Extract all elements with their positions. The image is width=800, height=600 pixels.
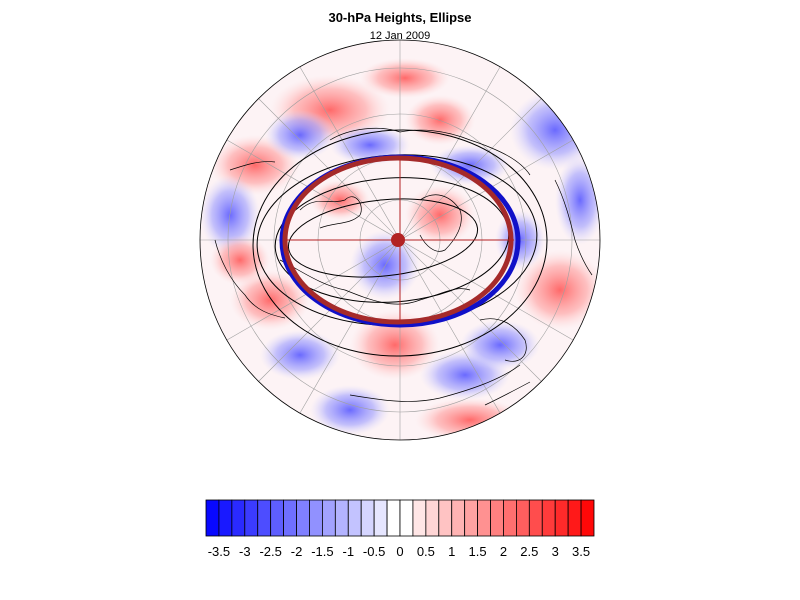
colorbar-box	[516, 499, 530, 537]
colorbar-box	[567, 499, 582, 537]
colorbar-boxes	[205, 499, 595, 537]
figure-subtitle: 12 Jan 2009	[369, 30, 431, 42]
colorbar-box	[270, 499, 284, 537]
colorbar-box	[360, 499, 375, 537]
colorbar-box	[528, 499, 543, 537]
colorbar-tick-label: -0.5	[363, 544, 385, 559]
colorbar-tick-label: 1.5	[469, 544, 487, 559]
colorbar-box	[283, 499, 297, 537]
colorbar-box	[425, 499, 440, 537]
colorbar-tick-label: -3.5	[208, 544, 230, 559]
colorbar-box	[399, 499, 414, 537]
colorbar-box	[412, 499, 427, 537]
colorbar-box	[580, 499, 595, 537]
colorbar-box	[309, 499, 323, 537]
figure-title: 30-hPa Heights, Ellipse	[328, 10, 472, 25]
colorbar-tick-label: 0.5	[417, 544, 435, 559]
colorbar-box	[541, 499, 556, 537]
colorbar-tick-label: -2	[291, 544, 303, 559]
colorbar-tick-label: 0	[396, 544, 403, 559]
colorbar-tick-label: 2.5	[520, 544, 538, 559]
colorbar-box	[451, 499, 466, 537]
colorbar-tick-label: 1	[448, 544, 455, 559]
colorbar-box	[464, 499, 478, 537]
colorbar-tick-label: 3.5	[572, 544, 590, 559]
colorbar-box	[205, 499, 220, 537]
colorbar-tick-label: -3	[239, 544, 251, 559]
globe-outline	[199, 39, 601, 441]
colorbar-box	[477, 499, 491, 537]
colorbar-box	[503, 499, 517, 537]
colorbar-box	[347, 499, 362, 537]
colorbar-tick-label: 2	[500, 544, 507, 559]
colorbar-box	[334, 499, 349, 537]
colorbar-box	[321, 499, 336, 537]
colorbar-box	[373, 499, 388, 537]
colorbar-box	[554, 499, 569, 537]
colorbar-box	[244, 499, 259, 537]
colorbar-box	[490, 499, 504, 537]
colorbar-tick-label: -2.5	[259, 544, 281, 559]
colorbar-tick-label: -1	[342, 544, 354, 559]
colorbar-box	[231, 499, 246, 537]
colorbar-box	[218, 499, 233, 537]
colorbar-box	[438, 499, 453, 537]
coastlines	[214, 127, 593, 406]
colorbar-box	[296, 499, 310, 537]
vortex-center-marker	[391, 233, 405, 247]
colorbar-box	[386, 499, 401, 537]
colorbar-box	[257, 499, 272, 537]
colorbar-tick-label: -1.5	[311, 544, 333, 559]
colorbar-labels: -3.5 -3 -2.5 -2 -1.5 -1 -0.5 0 0.5 1 1.5 2 2.5 3 3.5	[208, 544, 590, 559]
colorbar-tick-label: 3	[552, 544, 559, 559]
